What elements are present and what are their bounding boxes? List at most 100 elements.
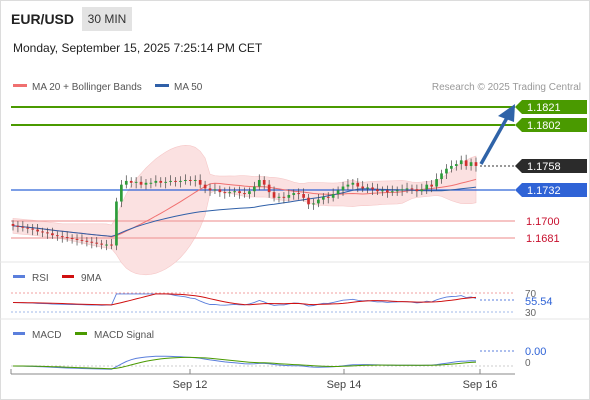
symbol-title: EUR/USD [11, 11, 75, 27]
timeframe-button[interactable]: 30 MIN [82, 7, 132, 31]
candle-body [193, 179, 197, 181]
candle-body [124, 180, 128, 185]
rsi-ma-line [12, 293, 477, 306]
candle-body [85, 240, 89, 242]
candle-body [218, 189, 222, 193]
candle-body [430, 184, 434, 187]
support-1-value: 1.1700 [526, 216, 560, 228]
candle-body [445, 168, 448, 174]
rsi-legend-swatch [13, 275, 25, 278]
candle-body [253, 186, 256, 192]
candle-body [233, 191, 236, 193]
candle-body [297, 193, 301, 195]
candle-body [100, 243, 103, 245]
last-price-tag [515, 159, 587, 173]
candle-body [282, 196, 286, 198]
support-2-value: 1.1681 [526, 233, 560, 245]
candle-body [410, 188, 414, 190]
chart-datetime: Monday, September 15, 2025 7:25:14 PM CE… [13, 41, 263, 55]
macd-line [12, 355, 477, 370]
candle-body [144, 182, 148, 185]
candle-body [248, 191, 251, 195]
candle-body [31, 228, 35, 230]
candle-body [425, 184, 429, 190]
macd-signal-legend-swatch [75, 332, 87, 335]
candle-body [307, 197, 310, 205]
candle-body [331, 194, 335, 198]
candle-body [149, 182, 153, 184]
rsi-upper-label: 70 [525, 289, 537, 300]
candle-body [223, 192, 227, 194]
candle-body [454, 164, 458, 166]
candle-body [164, 181, 168, 183]
candle-body [65, 237, 69, 239]
resistance-1-tag [515, 118, 587, 132]
macd-signal-legend-label: MACD Signal [94, 330, 154, 341]
candle-body [267, 184, 271, 193]
candle-body [90, 241, 94, 243]
moving-averages [12, 178, 477, 238]
candle-body [415, 189, 419, 192]
candle-body [474, 162, 478, 166]
candle-body [346, 184, 350, 187]
macd-lines [12, 355, 477, 370]
candle-body [174, 180, 177, 182]
candle-body [208, 188, 212, 191]
last-price-value: 1.1758 [527, 161, 561, 173]
candle-body [55, 235, 59, 237]
candle-body [95, 242, 99, 244]
candle-body [287, 194, 291, 198]
pivot-tag [515, 183, 587, 197]
candle-body [386, 190, 389, 193]
candle-body [435, 179, 438, 187]
candle-body [60, 236, 64, 238]
macd-zero-label: 0 [525, 358, 531, 369]
rsi-legend-label: RSI [32, 273, 49, 284]
candle-body [262, 179, 266, 185]
candle-body [390, 191, 394, 193]
candle-body [36, 229, 39, 232]
candle-body [134, 181, 138, 183]
candle-body [70, 238, 74, 239]
candle-body [277, 196, 281, 198]
rsi-value: 55.54 [525, 296, 553, 308]
bollinger-band-area [12, 144, 477, 276]
macd-legend-label: MACD [32, 330, 61, 341]
candle-body [317, 199, 320, 204]
candle-body [302, 194, 305, 198]
resistance-2-tag [515, 100, 587, 114]
rsi-lower-label: 30 [525, 308, 537, 319]
candle-body [341, 186, 345, 191]
candle-body [326, 196, 330, 198]
candle-body [336, 190, 340, 195]
candle-body [292, 193, 296, 195]
x-tick-label: Sep 12 [173, 379, 208, 391]
candle-body [188, 179, 192, 181]
candle-body [405, 188, 409, 190]
candle-body [105, 244, 108, 246]
candle-body [351, 182, 355, 185]
resistance-1-value: 1.1802 [527, 120, 561, 132]
candle-body [159, 180, 163, 183]
candle-body [203, 184, 207, 189]
ma50-legend-swatch [155, 84, 169, 87]
ma20-legend-label: MA 20 + Bollinger Bands [32, 82, 142, 93]
candle-body [51, 233, 54, 236]
candle-body [366, 187, 369, 189]
x-tick-label: Sep 16 [463, 379, 498, 391]
candle-body [198, 179, 202, 185]
candle-body [75, 238, 79, 240]
ma50-line [12, 186, 477, 237]
candle-body [361, 186, 365, 189]
candle-body [272, 192, 276, 198]
candles [11, 154, 478, 251]
candle-body [464, 160, 468, 166]
candle-body [46, 232, 49, 234]
candle-body [400, 189, 404, 191]
ma50-legend-label: MA 50 [174, 82, 203, 93]
x-tick-label: Sep 14 [327, 379, 362, 391]
candle-body [420, 189, 424, 192]
ma20-legend-swatch [13, 84, 27, 87]
candle-body [184, 179, 187, 181]
candle-body [26, 227, 30, 229]
